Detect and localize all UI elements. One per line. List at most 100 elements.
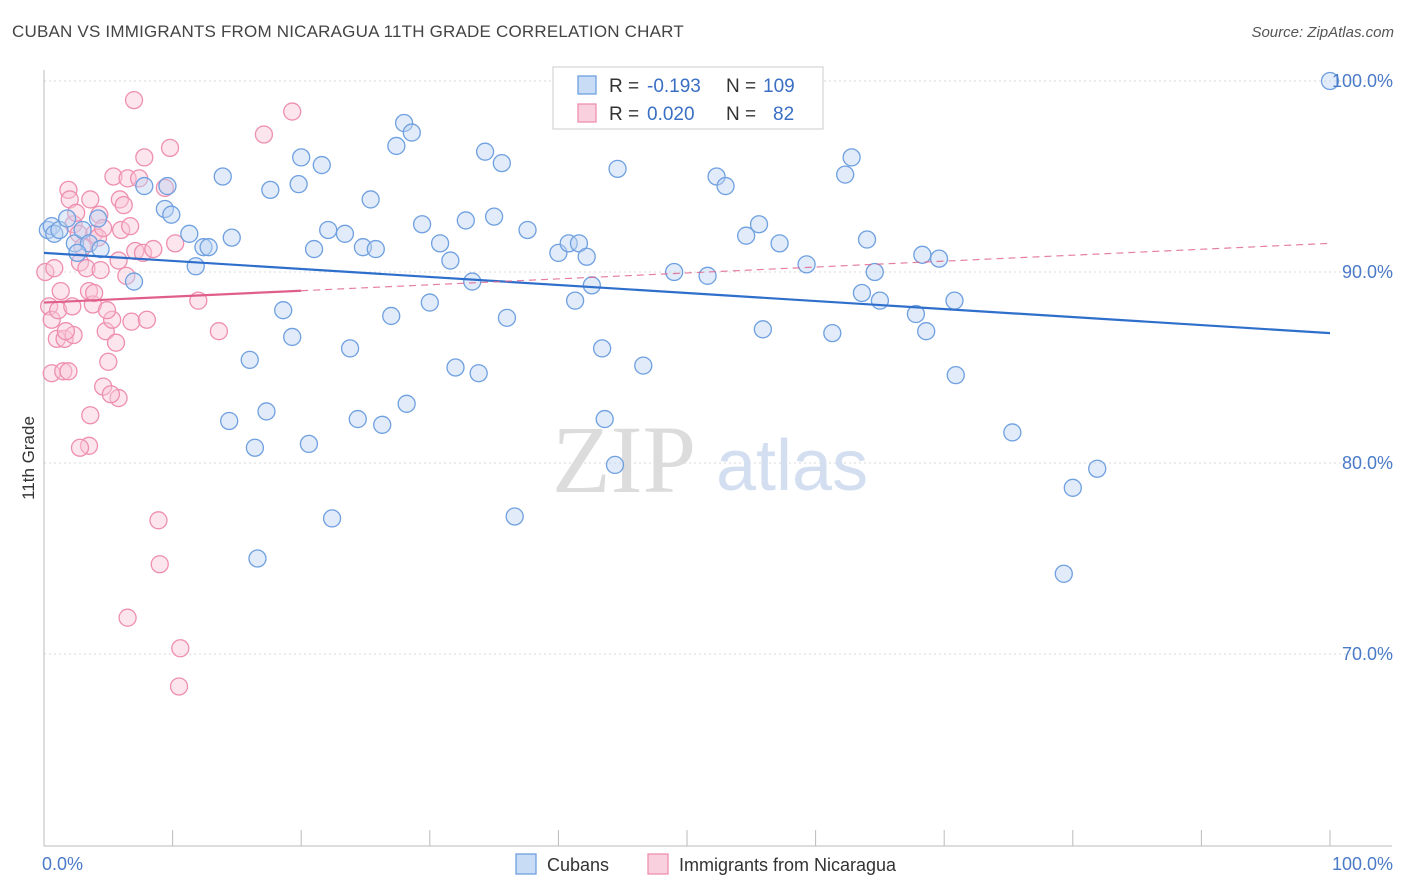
nicaragua-point-27 xyxy=(94,377,113,396)
nicaragua-point-48 xyxy=(150,555,169,574)
cubans-point-65 xyxy=(565,291,585,310)
cubans-point-82 xyxy=(797,255,816,274)
legend-n-label-nicaragua: N = xyxy=(726,104,756,125)
cubans-point-75 xyxy=(698,266,717,285)
nicaragua-point-57 xyxy=(79,436,99,455)
nicaragua-point-30 xyxy=(106,333,126,352)
cubans-point-18 xyxy=(194,238,213,257)
cubans-point-24 xyxy=(245,438,265,457)
nicaragua-point-17 xyxy=(77,259,96,278)
cubans-point-43 xyxy=(373,415,392,434)
nicaragua-point-65 xyxy=(109,251,128,270)
legend-swatch-nicaragua xyxy=(577,103,597,123)
nicaragua-point-67 xyxy=(56,322,76,341)
axes xyxy=(43,70,1392,847)
legend-n-value-cubans: 109 xyxy=(763,76,795,97)
cubans-point-27 xyxy=(261,180,280,200)
cubans-point-58 xyxy=(484,207,504,226)
cubans-point-57 xyxy=(475,142,495,161)
cubans-point-13 xyxy=(158,176,177,196)
nicaragua-point-63 xyxy=(85,283,104,303)
cubans-point-68 xyxy=(582,276,601,295)
cubans-point-28 xyxy=(274,301,293,320)
stats-legend: R = -0.193 N = 109 R = 0.020 N = 82 xyxy=(552,66,824,130)
cubans-points xyxy=(38,71,1340,583)
cubans-point-73 xyxy=(634,356,653,375)
nicaragua-point-24 xyxy=(94,218,113,238)
nicaragua-point-59 xyxy=(81,406,100,425)
cubans-point-89 xyxy=(870,291,890,310)
cubans-point-32 xyxy=(299,434,319,454)
cubans-point-93 xyxy=(929,249,949,268)
cubans-point-23 xyxy=(220,411,239,431)
nicaragua-point-8 xyxy=(54,362,73,381)
bottom-legend-label-nicaragua: Immigrants from Nicaragua xyxy=(679,855,897,875)
cubans-point-98 xyxy=(1063,478,1082,497)
legend-r-value-cubans: -0.193 xyxy=(647,76,701,97)
cubans-point-71 xyxy=(605,455,625,475)
x-ticks xyxy=(43,830,1331,846)
cubans-point-91 xyxy=(913,245,932,264)
cubans-point-69 xyxy=(592,339,612,358)
legend-swatch-cubans xyxy=(577,75,597,95)
cubans-point-86 xyxy=(852,283,872,303)
x-tick-label-1: 100.0% xyxy=(1332,854,1393,874)
cubans-point-67 xyxy=(577,247,596,266)
cubans-point-9 xyxy=(91,239,110,259)
cubans-point-30 xyxy=(289,174,308,194)
nicaragua-point-58 xyxy=(70,438,90,457)
cubans-point-99 xyxy=(1088,459,1107,478)
cubans-point-21 xyxy=(222,228,241,247)
chart-title: CUBAN VS IMMIGRANTS FROM NICARAGUA 11TH … xyxy=(12,22,684,41)
trend-lines xyxy=(43,242,1331,335)
series-legend: Cubans Immigrants from Nicaragua xyxy=(515,853,897,875)
cubans-point-8 xyxy=(68,243,87,263)
bottom-legend-swatch-cubans xyxy=(515,853,537,875)
nicaragua-point-5 xyxy=(51,281,70,301)
legend-n-value-nicaragua: 82 xyxy=(773,104,794,125)
cubans-point-29 xyxy=(283,327,302,347)
cubans-point-88 xyxy=(865,262,884,282)
y-tick-labels: 100.0% 90.0% 80.0% 70.0% xyxy=(1332,71,1393,664)
nicaragua-point-51 xyxy=(169,677,189,696)
y-tick-label-3: 70.0% xyxy=(1342,644,1393,664)
cubans-point-22 xyxy=(240,350,259,370)
nicaragua-point-43 xyxy=(144,239,163,259)
cubans-point-20 xyxy=(213,167,232,186)
cubans-point-96 xyxy=(1003,423,1022,442)
cubans-point-61 xyxy=(505,507,524,526)
x-tick-labels: 0.0% 100.0% xyxy=(42,854,1393,874)
source-label: Source: ZipAtlas.com xyxy=(1251,24,1394,41)
y-tick-label-1: 90.0% xyxy=(1342,262,1393,282)
y-tick-label-0: 100.0% xyxy=(1332,71,1393,91)
nicaragua-point-42 xyxy=(137,310,157,329)
cubans-point-31 xyxy=(292,148,311,167)
cubans-point-70 xyxy=(595,409,614,429)
cubans-point-51 xyxy=(430,234,450,253)
cubans-point-45 xyxy=(387,136,406,156)
nicaragua-point-50 xyxy=(171,639,190,658)
cubans-point-41 xyxy=(361,190,380,209)
nicaragua-trend-line-dashed xyxy=(301,242,1331,292)
cubans-point-33 xyxy=(304,239,324,259)
cubans-point-64 xyxy=(559,234,578,253)
nicaragua-point-2 xyxy=(42,310,61,329)
cubans-point-48 xyxy=(402,123,421,142)
nicaragua-trend-line-solid xyxy=(43,289,302,304)
nicaragua-point-3 xyxy=(45,259,64,278)
cubans-point-39 xyxy=(348,409,367,429)
cubans-point-52 xyxy=(441,251,460,270)
cubans-point-37 xyxy=(335,224,355,243)
cubans-point-34 xyxy=(312,155,331,175)
cubans-point-87 xyxy=(857,230,877,249)
cubans-point-84 xyxy=(836,165,855,184)
cubans-point-46 xyxy=(394,113,414,133)
cubans-point-49 xyxy=(412,215,432,234)
cubans-point-36 xyxy=(322,509,342,528)
cubans-point-4 xyxy=(57,209,77,228)
nicaragua-point-53 xyxy=(209,322,229,341)
cubans-point-54 xyxy=(456,211,475,230)
nicaragua-point-28 xyxy=(99,352,118,371)
nicaragua-point-29 xyxy=(103,310,122,329)
